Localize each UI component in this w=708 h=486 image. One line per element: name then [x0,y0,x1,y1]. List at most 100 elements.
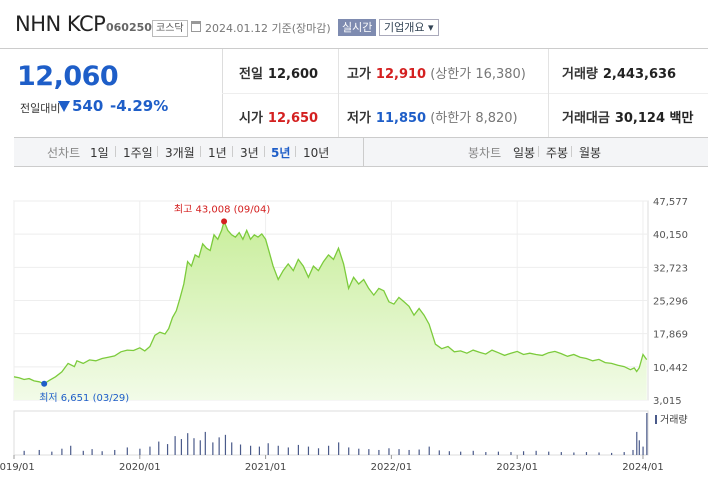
tab-separator [538,146,539,157]
stock-header: NHN KCP 060250 코스닥 2024.01.12 기준(장마감) 실시… [0,0,708,48]
volume-frame [13,410,649,456]
tab-3-months[interactable]: 3개월 [165,146,195,160]
y-tick-label: 17,869 [653,330,688,341]
y-tick-label: 10,442 [653,363,688,374]
volume-bar [348,447,350,455]
tab-5-years[interactable]: 5년 [271,146,291,160]
open-price: 시가 12,650 [239,111,319,126]
volume-bar [231,442,233,455]
volume-bar [472,450,474,455]
volume: 거래량 2,443,636 [562,67,677,82]
volume-bar [166,444,169,455]
volume-bar [249,445,252,455]
volume-bar [114,449,116,455]
volume-bar [460,451,462,455]
change-percent: -4.29% [110,97,169,115]
volume-bar [204,431,206,455]
change-value: 540 [72,97,104,115]
price-line [13,219,648,385]
volume-bar [358,448,360,455]
candle-chart-label: 봉차트 [468,146,502,160]
volume-bar [623,452,625,455]
volume-bar [535,450,537,455]
quote-panel: 12,060 전일대비 540 -4.29% 전일 12,600 고가 12,910… [0,48,708,138]
volume-bar [287,447,289,455]
volume-bar [418,449,420,455]
tab-separator [115,146,116,157]
volume-legend-label: 거래량 [660,414,688,426]
tab-1-day[interactable]: 1일 [90,146,109,160]
tab-weekly-candle[interactable]: 주봉 [546,146,569,160]
volume-bar [91,449,93,455]
volume-bar [598,452,600,455]
volume-bar [51,451,53,455]
tab-3-years[interactable]: 3년 [240,146,259,160]
volume-bar [438,450,440,455]
volume-bar [277,445,279,455]
volume-bar [611,452,613,455]
volume-bar [82,450,84,455]
volume-bar [485,452,487,455]
volume-bar [327,445,330,455]
y-tick-label: 47,577 [653,197,688,208]
tab-separator [571,146,572,157]
volume-bar [258,446,260,455]
down-arrow-icon [58,101,70,112]
change-label: 전일대비 [20,102,61,115]
volume-bar [408,449,410,455]
x-tick-label: 2024/01 [622,462,664,473]
tab-separator [232,146,233,157]
volume-bar [23,450,25,455]
tab-separator [157,146,158,157]
volume-bar [560,452,562,455]
price-chart-svg: 최고 43,008 (09/04) 최저 6,651 (03/29) 거래량 47… [0,197,688,473]
volume-bar [149,446,151,455]
tab-1-year[interactable]: 1년 [208,146,227,160]
tab-separator [200,146,201,157]
volume-bar [368,449,370,455]
volume-bar [642,446,644,455]
volume-bar [224,434,227,455]
volume-bar [307,446,310,455]
realtime-button[interactable]: 실시간 [338,19,377,36]
x-tick-label: 2019/01 [0,462,35,473]
price-chart[interactable]: 최고 43,008 (09/04) 최저 6,651 (03/29) 거래량 47… [0,165,708,482]
volume-bar [239,444,242,455]
tab-daily-candle[interactable]: 일봉 [513,146,536,160]
max-annotation: 최고 43,008 (09/04) [174,203,270,215]
x-tick-label: 2022/01 [371,462,413,473]
volume-bar [38,449,40,455]
volume-bar [174,436,176,455]
tab-1-week[interactable]: 1주일 [123,146,153,160]
x-tick-label: 2020/01 [119,462,161,473]
volume-bar [573,452,575,455]
volume-bar [638,440,640,455]
volume-bar [398,449,400,455]
volume-bar [646,413,648,455]
volume-bar [139,448,141,455]
min-point-marker [41,380,48,387]
volume-bar [378,449,380,455]
volume-bar [448,451,450,455]
volume-bar [548,451,550,455]
company-info-button[interactable]: 기업개요 ▾ [379,19,439,36]
price-area [14,221,647,400]
quote-date: 2024.01.12 기준(장마감) [205,22,331,35]
quote-divider [548,49,549,138]
volume-bar [218,437,220,455]
volume-bar [126,447,128,455]
volume-bar [180,439,183,455]
current-price-box: 12,060 전일대비 540 -4.29% [0,49,223,138]
y-tick-label: 32,723 [653,263,688,274]
calendar-icon [191,21,201,32]
tab-10-years[interactable]: 10년 [303,146,330,160]
line-chart-label: 선차트 [47,146,81,160]
trade-amount: 거래대금 30,124 백만 [562,111,694,126]
volume-bar [158,441,160,455]
volume-bar [212,442,214,455]
volume-bar [585,452,588,455]
volume-bar [497,451,500,455]
tab-separator [264,146,265,157]
prev-close: 전일 12,600 [239,67,319,82]
tab-monthly-candle[interactable]: 월봉 [579,146,602,160]
